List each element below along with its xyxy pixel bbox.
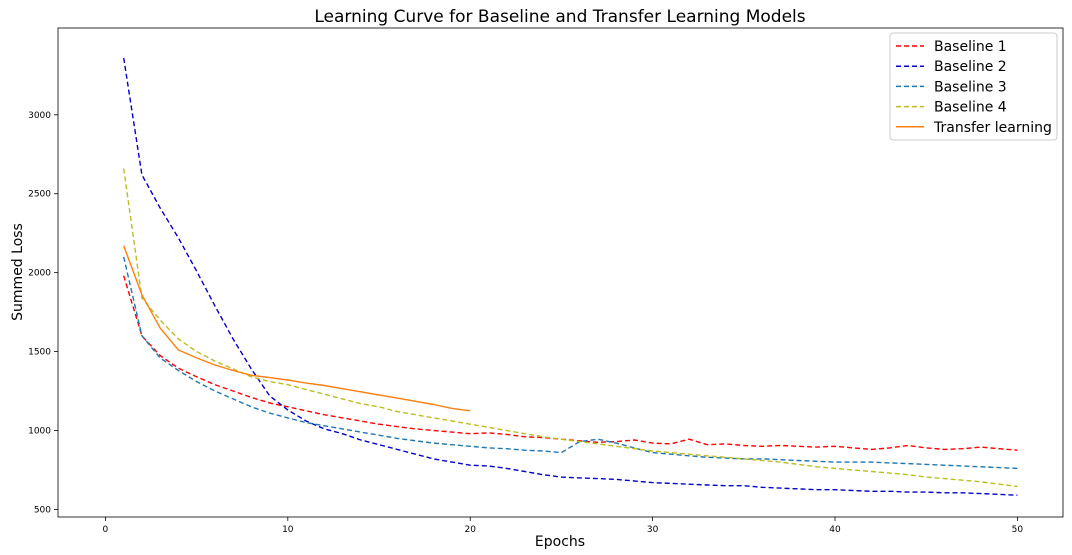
series-line-baseline-4	[123, 168, 1018, 488]
y-tick-label: 2500	[28, 190, 51, 200]
legend-label: Baseline 2	[934, 59, 1007, 75]
x-tick-label: 50	[1012, 525, 1024, 535]
x-tick-label: 0	[103, 525, 109, 535]
axes: 0 10 20 30 40 50 500 1000 1500 2000 2500 3000	[28, 27, 1064, 535]
legend-box	[889, 32, 1058, 141]
x-tick-label: 20	[464, 525, 476, 535]
legend-label: Baseline 1	[934, 39, 1007, 55]
legend-label: Baseline 4	[934, 100, 1007, 116]
series-lines	[123, 57, 1018, 496]
y-tick-label: 500	[34, 505, 51, 515]
legend-label: Transfer learning	[933, 120, 1052, 136]
series-line-baseline-2	[123, 57, 1018, 496]
legend-label: Baseline 3	[934, 79, 1007, 95]
series-line-baseline-1	[123, 275, 1018, 451]
x-tick-label: 40	[829, 525, 841, 535]
x-axis-label: Epochs	[535, 534, 585, 550]
y-tick-label: 1000	[28, 427, 51, 437]
x-tick-label: 10	[282, 525, 294, 535]
legend: Baseline 1 Baseline 2 Baseline 3 Baseline 4…	[889, 32, 1058, 141]
x-tick-label: 30	[647, 525, 659, 535]
chart-title: Learning Curve for Baseline and Transfer…	[314, 7, 805, 27]
y-axis-label: Summed Loss	[10, 223, 26, 321]
y-tick-label: 3000	[28, 111, 51, 121]
series-line-baseline-3	[123, 256, 1018, 470]
y-tick-label: 2000	[28, 269, 51, 279]
series-line-transfer-learning	[123, 245, 471, 412]
y-tick-label: 1500	[28, 348, 51, 358]
